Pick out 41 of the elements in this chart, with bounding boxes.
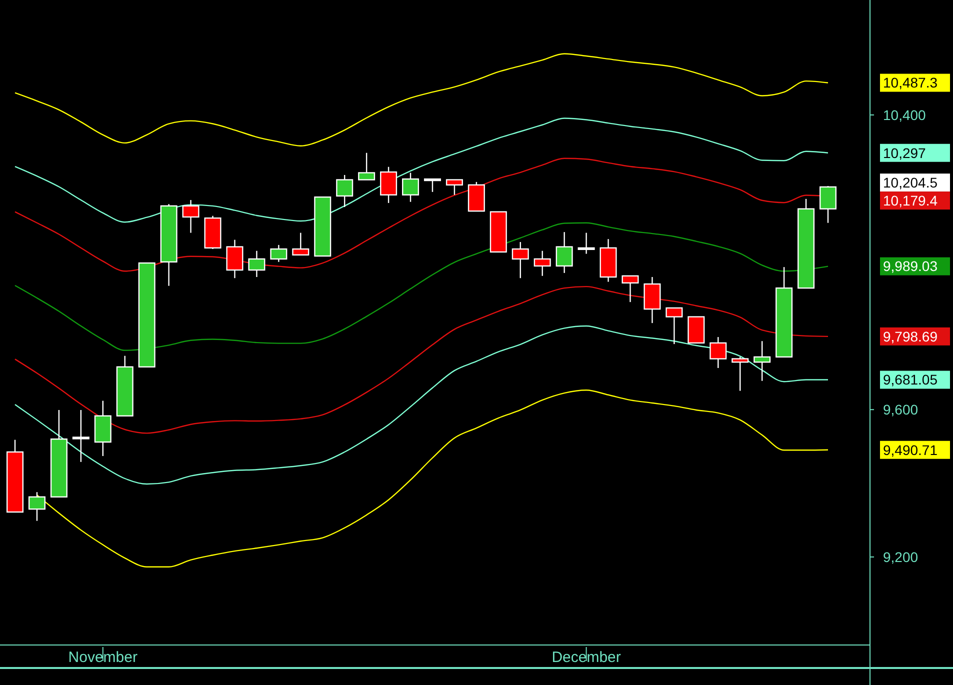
line-series [14, 53, 829, 146]
candlestick [512, 241, 529, 279]
y-tick-label: 9,681.05 [883, 372, 938, 388]
x-tick-label: December [552, 649, 621, 666]
candlestick [248, 250, 266, 278]
y-tick-label: 9,798.69 [883, 328, 938, 344]
candlestick [402, 172, 420, 202]
line-series [14, 286, 829, 434]
candlestick [336, 174, 354, 208]
y-tick-label: 9,600 [883, 402, 918, 418]
candlestick [358, 152, 376, 180]
candlestick [578, 232, 595, 254]
candlestick [622, 275, 639, 303]
y-tick-label: 10,179.4 [883, 192, 938, 208]
line-series [14, 222, 829, 351]
candlestick [819, 185, 837, 224]
candlestick [380, 166, 398, 204]
candlestick [446, 179, 463, 196]
candlestick [226, 239, 244, 279]
candlestick [666, 307, 683, 345]
y-tick-label: 9,490.71 [883, 442, 938, 458]
candlestick [292, 232, 310, 256]
y-tick-label: 9,989.03 [883, 258, 938, 274]
y-tick-label: 10,204.5 [883, 174, 938, 190]
candlestick [534, 250, 551, 276]
candlestick [28, 492, 46, 522]
y-tick-label: 10,487.3 [883, 74, 938, 91]
candlestick [72, 409, 90, 463]
candlestick [754, 340, 771, 382]
line-series [14, 118, 829, 223]
line-series [14, 325, 829, 485]
candlestick [732, 356, 749, 392]
candlestick [270, 244, 288, 263]
y-tick-label: 9,200 [883, 548, 918, 565]
y-tick-label: 10,297 [883, 144, 926, 161]
candlestick [556, 231, 573, 274]
candlestick [710, 336, 727, 369]
x-tick-label: November [68, 649, 138, 666]
y-tick-label: 10,400 [883, 106, 926, 123]
candlestick [424, 178, 441, 193]
candlestick [182, 199, 200, 234]
